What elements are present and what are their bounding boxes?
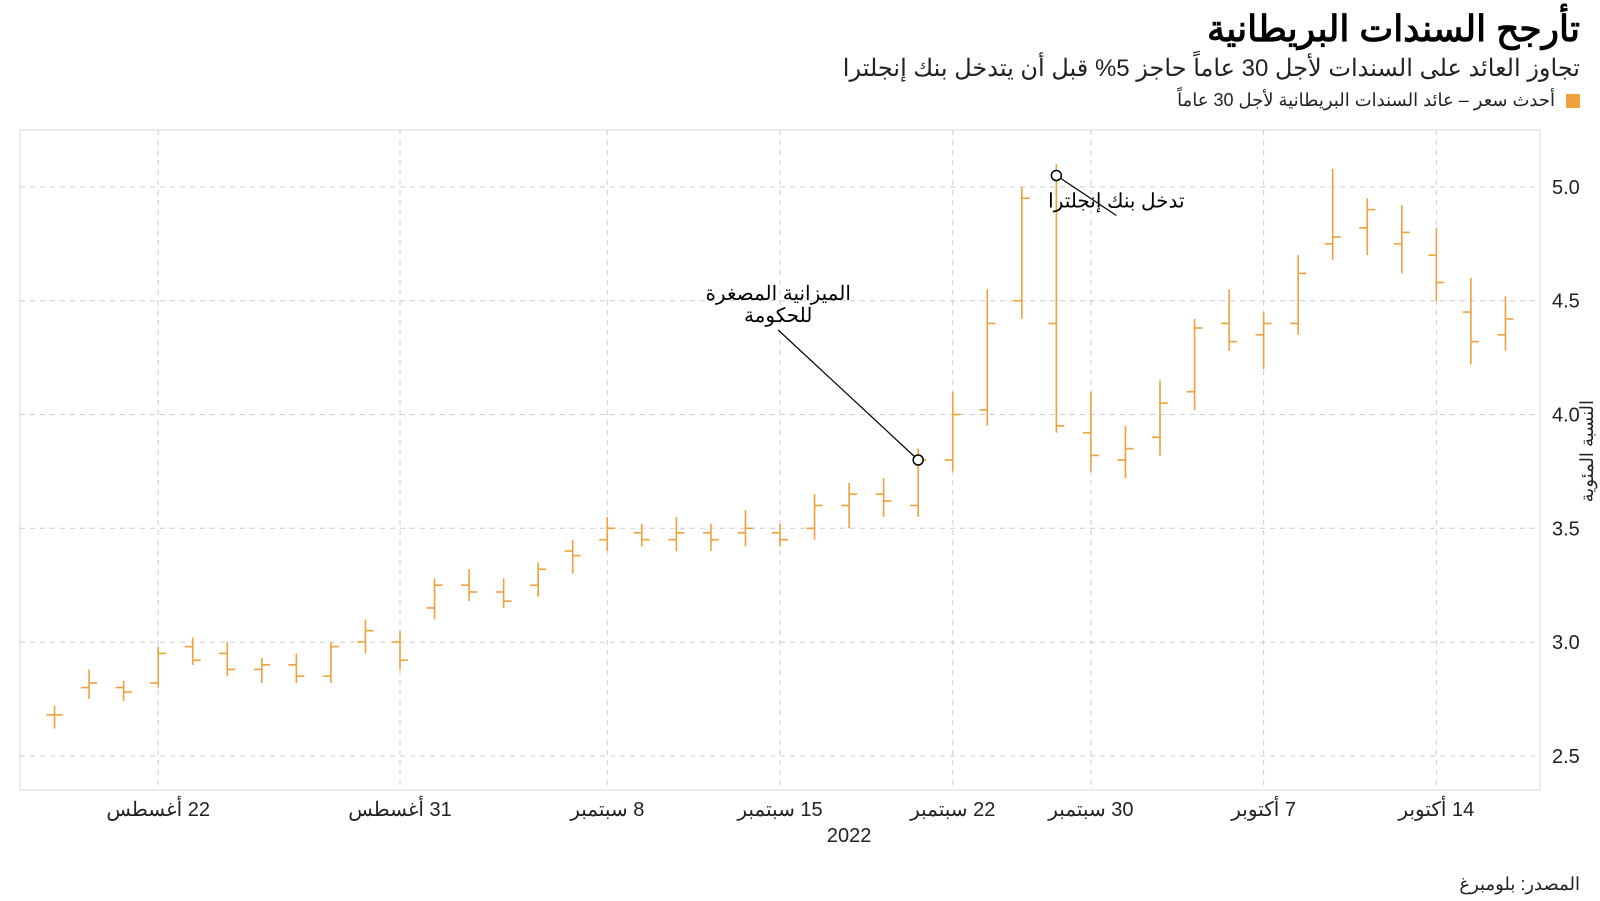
svg-text:2.5: 2.5 [1552, 746, 1580, 768]
svg-text:14 أكتوبر: 14 أكتوبر [1397, 795, 1474, 821]
svg-text:3.0: 3.0 [1552, 632, 1580, 654]
gilt-yield-chart: 2.5 3.0 3.5 4.0 4.5 5.0 22 أغسطس 31 أغسطس 8 سبتم… [0, 0, 1600, 901]
svg-text:8 سبتمبر: 8 سبتمبر [569, 799, 644, 821]
svg-text:2022: 2022 [827, 825, 872, 847]
svg-text:7 أكتوبر: 7 أكتوبر [1230, 795, 1296, 821]
svg-text:5.0: 5.0 [1552, 177, 1580, 199]
svg-text:31 أغسطس: 31 أغسطس [348, 795, 452, 821]
svg-text:4.5: 4.5 [1552, 291, 1580, 313]
svg-text:تدخل بنك إنجلترا: تدخل بنك إنجلترا [1048, 191, 1184, 214]
svg-text:30 سبتمبر: 30 سبتمبر [1047, 799, 1133, 821]
svg-text:للحكومة: للحكومة [744, 305, 812, 327]
svg-text:4.0: 4.0 [1552, 404, 1580, 426]
svg-text:3.5: 3.5 [1552, 518, 1580, 540]
svg-text:22 أغسطس: 22 أغسطس [106, 795, 210, 821]
svg-text:الميزانية المصغرة: الميزانية المصغرة [705, 283, 850, 305]
svg-text:15 سبتمبر: 15 سبتمبر [736, 799, 822, 821]
svg-text:22 سبتمبر: 22 سبتمبر [909, 799, 995, 821]
